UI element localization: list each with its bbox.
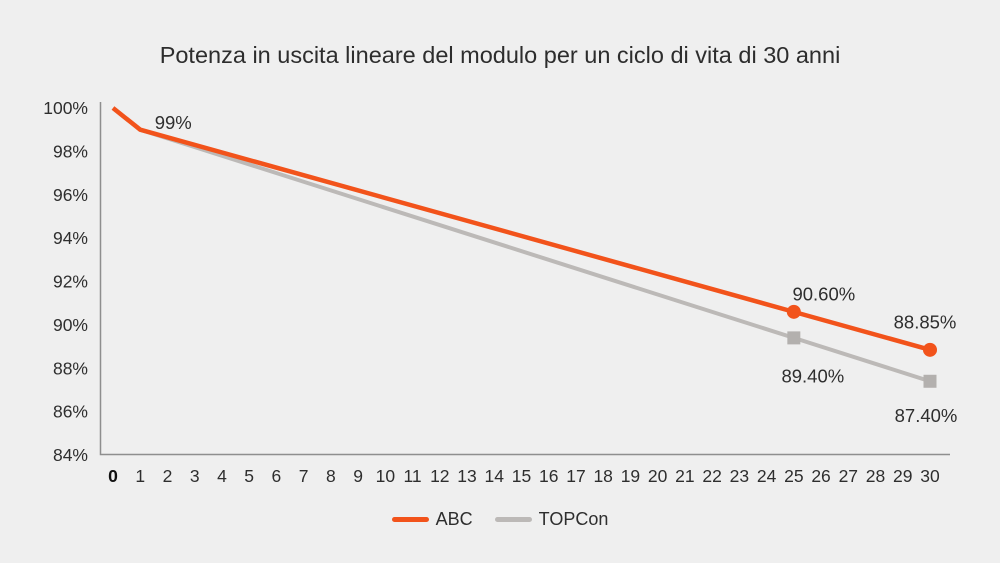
x-tick-label: 2	[163, 466, 173, 486]
data-point-marker	[923, 342, 937, 357]
data-point-marker	[786, 304, 801, 319]
data-label: 89.40%	[781, 365, 844, 386]
x-tick-label: 28	[866, 466, 885, 486]
x-tick-label: 20	[648, 466, 668, 486]
chart-legend: ABC TOPCon	[0, 508, 1000, 530]
x-tick-label: 27	[839, 466, 858, 486]
legend-item-topcon: TOPCon	[494, 508, 609, 530]
series-markers-topcon	[787, 331, 937, 388]
legend-swatch-abc-line	[391, 516, 429, 522]
x-tick-label: 1	[135, 466, 145, 486]
data-label: 99%	[155, 112, 192, 133]
y-tick-label: 94%	[53, 228, 88, 248]
x-tick-label: 12	[430, 466, 449, 486]
y-tick-label: 100%	[43, 98, 88, 118]
x-tick-label: 13	[457, 466, 476, 486]
x-tick-label: 18	[593, 466, 612, 486]
data-label: 90.60%	[792, 283, 855, 304]
y-tick-label: 98%	[53, 141, 88, 161]
data-label: 87.40%	[895, 405, 958, 426]
data-point-marker	[787, 331, 801, 345]
x-tick-label: 26	[811, 466, 830, 486]
x-tick-label: 16	[539, 466, 558, 486]
x-tick-label: 7	[299, 466, 309, 486]
x-tick-label: 4	[217, 466, 227, 486]
x-tick-label: 9	[353, 466, 363, 486]
y-tick-label: 96%	[53, 185, 88, 205]
chart-title: Potenza in uscita lineare del modulo per…	[159, 42, 841, 68]
x-tick-label: 11	[403, 466, 421, 486]
x-tick-label: 30	[920, 466, 940, 486]
x-tick-label: 14	[485, 466, 505, 486]
data-point-marker	[923, 374, 937, 388]
series-line-abc	[111, 106, 931, 352]
x-tick-label: 25	[784, 466, 803, 486]
y-tick-label: 88%	[53, 358, 88, 378]
x-tick-label: 22	[702, 466, 721, 486]
x-tick-label: 24	[757, 466, 777, 486]
x-tick-label: 8	[326, 466, 336, 486]
y-tick-label: 84%	[53, 445, 88, 465]
x-tick-label: 19	[621, 466, 640, 486]
data-labels: 99% 90.60% 88.85% 89.40% 87.40%	[155, 112, 958, 426]
x-tick-label: 23	[730, 466, 749, 486]
x-tick-label: 6	[272, 466, 282, 486]
x-tick-label: 10	[376, 466, 396, 486]
legend-swatch-topcon-line	[494, 516, 532, 522]
x-tick-label: 21	[675, 466, 694, 486]
legend-label-topcon: TOPCon	[538, 508, 609, 529]
y-axis-labels: 100% 98% 96% 94% 92% 90% 88% 86% 84%	[43, 98, 88, 465]
series-line-topcon	[111, 106, 931, 384]
x-tick-label: 5	[244, 466, 254, 486]
x-tick-label: 29	[893, 466, 912, 486]
legend-item-abc: ABC	[391, 508, 473, 530]
x-tick-label: 3	[190, 466, 200, 486]
axis-lines	[99, 102, 950, 456]
legend-label-abc: ABC	[435, 508, 473, 529]
data-label: 88.85%	[894, 311, 957, 332]
y-tick-label: 92%	[53, 272, 88, 292]
x-tick-label: 15	[512, 466, 531, 486]
y-tick-label: 90%	[53, 315, 88, 335]
x-tick-label: 17	[566, 466, 585, 486]
series-markers-abc	[786, 304, 937, 357]
y-tick-label: 86%	[53, 402, 88, 422]
x-axis-labels: 0 1 2 3 4 5 6 7 8 9 10 11 12 13 14 15 16 17 18 19 20 21 22 23 24…	[108, 466, 940, 486]
x-tick-label: 0	[108, 466, 118, 486]
